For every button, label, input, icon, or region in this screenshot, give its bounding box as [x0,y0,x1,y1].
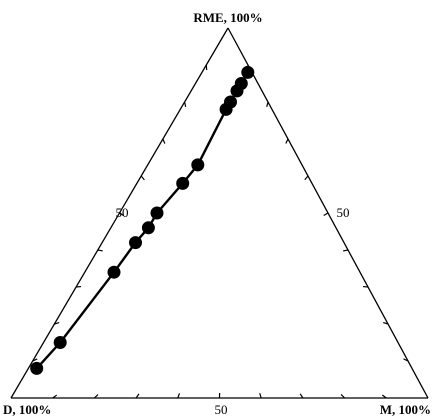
data-points [30,65,255,375]
right-edge-tick [266,101,269,107]
bottom-edge-tick [340,394,346,399]
left-edge-tick [54,322,60,325]
bottom-edge-tick [177,393,181,399]
right-edge-tick [342,249,349,252]
right-edge-tick [403,358,409,362]
data-point [234,77,248,90]
left-edge-tick-label: 50 [116,205,129,220]
bottom-edge-tick [381,394,387,399]
bottom-edge-tick [299,393,304,399]
data-point [241,65,255,79]
triangle-axes [10,27,429,399]
left-edge-tick [162,138,166,144]
left-edge-tick [119,212,125,217]
data-point [30,361,44,375]
left-edge-tick [32,358,38,362]
left-edge-tick [97,249,103,252]
data-point [224,95,237,109]
data-point [53,336,67,349]
right-edge-tick [323,212,329,217]
bottom-edge-tick [93,394,99,399]
data-point [107,265,121,279]
bottom-edge-tick [259,393,262,399]
edge-tick-marks [32,64,409,399]
series-line [35,71,249,370]
right-edge-tick [285,138,289,144]
bottom-edge-tick-label: 50 [215,402,228,417]
right-edge-tick [383,321,389,325]
data-point [129,236,142,250]
vertex-label-bottom-left: D, 100% [3,402,51,417]
bottom-edge-tick [52,394,58,399]
left-edge-tick [184,101,187,108]
data-series [30,65,255,375]
data-point [176,176,190,190]
right-edge-tick [304,175,309,181]
data-point [191,158,205,172]
data-point [150,206,164,220]
left-edge-tick [140,175,145,181]
vertex-label-top: RME, 100% [193,10,262,25]
right-edge-tick-label: 50 [337,205,350,220]
vertex-label-bottom-right: M, 100% [380,402,431,417]
data-point [141,221,155,235]
bottom-edge-tick [135,393,140,399]
